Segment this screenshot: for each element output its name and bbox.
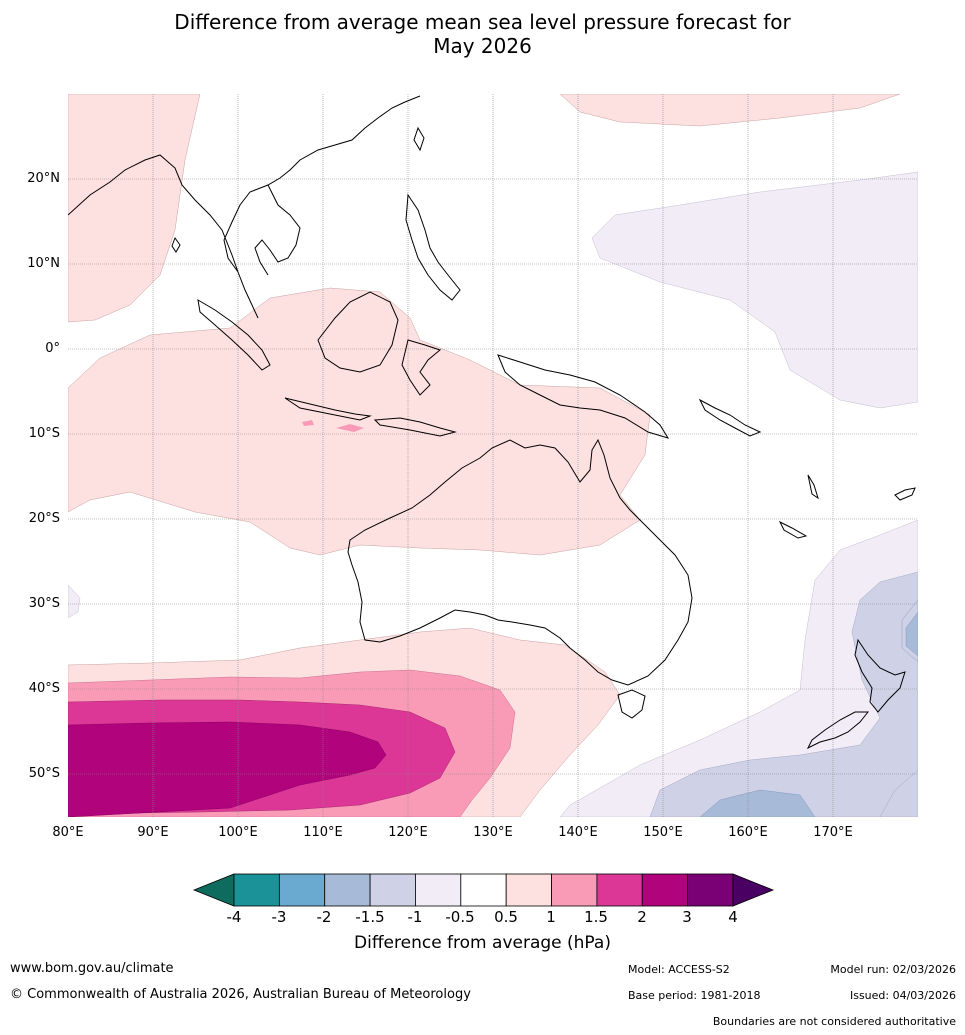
contour-north-indian-pos05 [68, 94, 201, 323]
contour-tasman-neg15c [699, 789, 816, 817]
colorbar-title: Difference from average (hPa) [354, 933, 611, 953]
contour-tasman-neg15b [905, 611, 918, 657]
anomaly-fields [68, 94, 918, 817]
lon-label-90e: 90°E [137, 825, 169, 840]
coast-indochina [254, 184, 301, 276]
contour-nw-pacific-pos05 [559, 94, 901, 127]
title-line-1: Difference from average mean sea level p… [174, 10, 791, 34]
cb-tick: -2 [316, 908, 332, 926]
coast-philippines [405, 193, 461, 301]
cb-tick: -4 [226, 908, 242, 926]
cb-tick: 0.5 [494, 908, 518, 926]
contour-se-neg1b [879, 769, 918, 817]
contour-tasman-neg1 [649, 571, 918, 817]
cb-tick: 2 [637, 908, 647, 926]
cb-tick: -3 [271, 908, 287, 926]
lat-label-20n: 20°N [27, 171, 60, 186]
contour-tasman-neg05 [559, 519, 918, 817]
coast-borneo [317, 291, 399, 373]
cb-tick: 1.5 [584, 908, 608, 926]
lat-label-10n: 10°N [27, 256, 60, 271]
contour-tropics-pos05 [68, 287, 651, 556]
footer-boundaries: Boundaries are not considered authoritat… [712, 1015, 956, 1028]
coast-sulawesi [401, 339, 442, 396]
lon-label-100e: 100°E [218, 825, 258, 840]
lat-label-0: 0° [45, 341, 60, 356]
footer-model-run: Model run: 02/03/2026 [830, 963, 956, 976]
lat-label-40s: 40°S [28, 681, 60, 696]
coast-new-zealand-north [854, 638, 906, 713]
footer-base-period: Base period: 1981-2018 [628, 989, 761, 1002]
cb-tick: 4 [728, 908, 738, 926]
footer-model: Model: ACCESS-S2 [628, 963, 730, 976]
contour-java-pos1 [336, 424, 364, 432]
coast-solomons [698, 398, 762, 437]
contour-central-pacific-neg05 [591, 171, 918, 409]
footer-issued: Issued: 04/03/2026 [849, 989, 956, 1002]
coastlines [68, 95, 916, 750]
coast-new-guinea [497, 354, 670, 439]
lon-label-120e: 120°E [388, 825, 428, 840]
lat-label-20s: 20°S [28, 511, 60, 526]
lon-label-160e: 160°E [728, 825, 768, 840]
lon-label-130e: 130°E [473, 825, 513, 840]
lon-label-110e: 110°E [303, 825, 343, 840]
lon-label-80e: 80°E [52, 825, 84, 840]
lon-label-150e: 150°E [643, 825, 683, 840]
coast-vanuatu-fiji [778, 474, 916, 539]
cb-tick: 3 [682, 908, 692, 926]
coast-tasmania [617, 689, 646, 719]
cb-tick: -0.5 [445, 908, 475, 926]
footer-copyright: © Commonwealth of Australia 2026, Austra… [10, 987, 471, 1002]
cb-tick: 1 [546, 908, 556, 926]
coast-australia [347, 438, 693, 686]
coast-sumatra [197, 299, 271, 371]
contour-sw-neg05 [68, 584, 81, 619]
coast-new-zealand-south [806, 711, 870, 750]
graticule [68, 94, 918, 817]
lat-label-30s: 30°S [28, 596, 60, 611]
cb-tick: -1 [407, 908, 423, 926]
coast-taiwan [413, 126, 425, 152]
contour-java-pos1b [302, 420, 314, 426]
lon-label-170e: 170°E [813, 825, 853, 840]
chart-title: Difference from average mean sea level p… [0, 10, 965, 58]
lon-label-140e: 140°E [558, 825, 598, 840]
cb-tick: -1.5 [355, 908, 385, 926]
coast-sri-lanka [171, 236, 181, 253]
lat-label-10s: 10°S [28, 426, 60, 441]
title-line-2: May 2026 [433, 34, 532, 58]
coast-india-asia [68, 95, 421, 319]
footer-url[interactable]: www.bom.gov.au/climate [10, 961, 174, 976]
coast-java [284, 397, 372, 421]
coast-lesser-sunda [373, 417, 457, 437]
lat-label-50s: 50°S [28, 766, 60, 781]
contour-southern-pos2 [68, 721, 387, 817]
